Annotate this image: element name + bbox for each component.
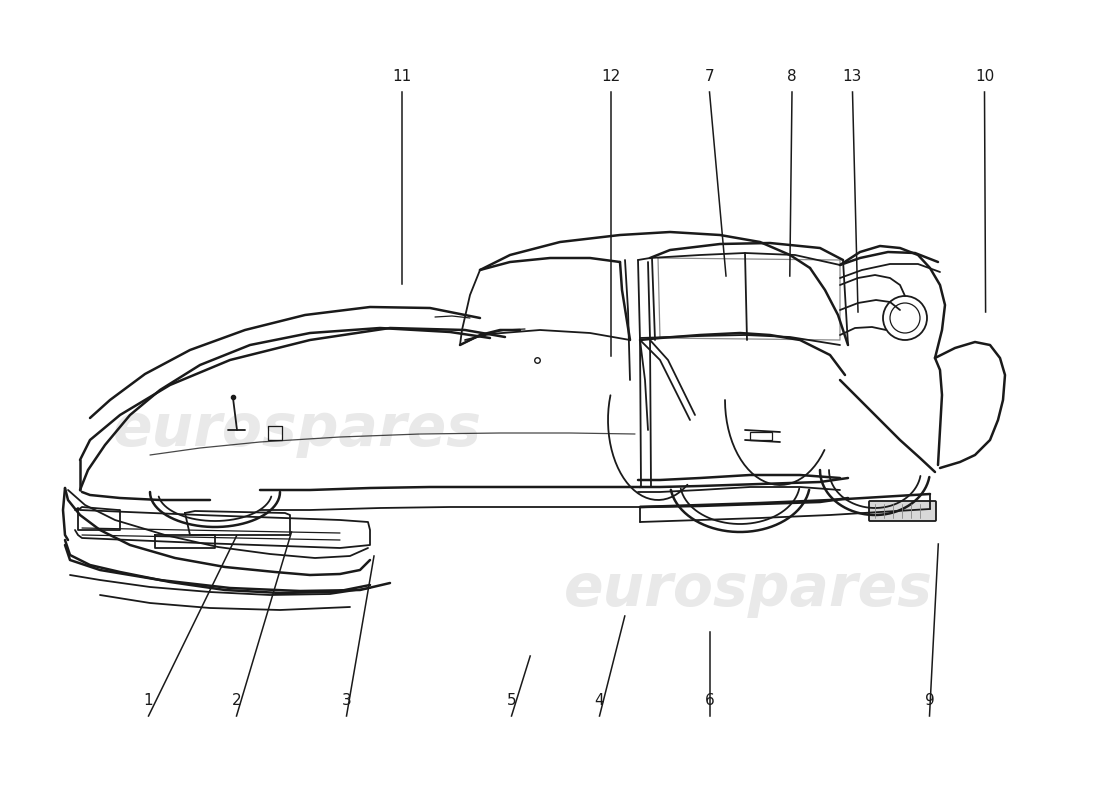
Text: 4: 4 bbox=[595, 693, 604, 708]
Bar bbox=[750, 432, 772, 440]
Text: 6: 6 bbox=[705, 693, 714, 708]
Text: eurospares: eurospares bbox=[112, 402, 482, 458]
Text: 13: 13 bbox=[843, 69, 862, 84]
Text: 5: 5 bbox=[507, 693, 516, 708]
Text: 11: 11 bbox=[392, 69, 411, 84]
Text: 2: 2 bbox=[232, 693, 241, 708]
Text: 8: 8 bbox=[788, 69, 796, 84]
Text: 7: 7 bbox=[705, 69, 714, 84]
Text: 12: 12 bbox=[601, 69, 620, 84]
Text: 10: 10 bbox=[975, 69, 994, 84]
Text: eurospares: eurospares bbox=[563, 562, 933, 618]
Text: 3: 3 bbox=[342, 693, 351, 708]
Text: 1: 1 bbox=[144, 693, 153, 708]
FancyBboxPatch shape bbox=[869, 501, 936, 521]
Text: 9: 9 bbox=[925, 693, 934, 708]
